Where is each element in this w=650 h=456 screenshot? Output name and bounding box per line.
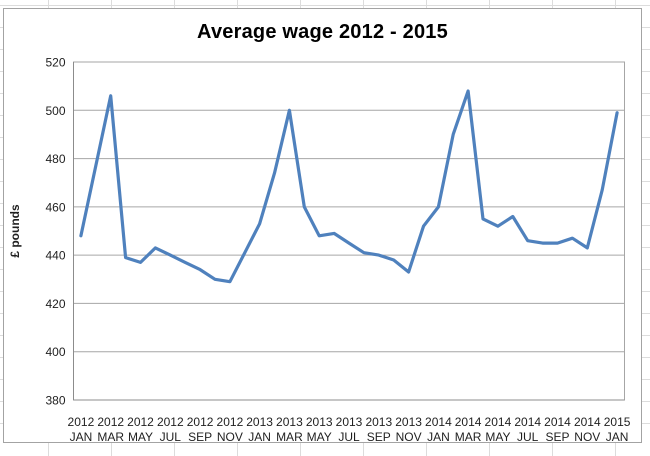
x-tick-label-year: 2014 — [485, 415, 512, 429]
x-tick-label-year: 2014 — [425, 415, 452, 429]
x-tick-label-month: SEP — [367, 430, 391, 444]
y-tick-label: 440 — [45, 249, 65, 263]
x-tick-label-month: NOV — [574, 430, 600, 444]
x-tick-label-year: 2012 — [187, 415, 214, 429]
x-tick-label-year: 2014 — [455, 415, 482, 429]
x-tick-label-month: MAR — [276, 430, 303, 444]
x-tick-label-year: 2015 — [604, 415, 631, 429]
x-tick-label-year: 2013 — [306, 415, 333, 429]
x-tick-label-year: 2012 — [217, 415, 244, 429]
x-tick-label-year: 2013 — [395, 415, 422, 429]
x-tick-label-year: 2014 — [514, 415, 541, 429]
x-tick-label-year: 2013 — [365, 415, 392, 429]
y-tick-label: 480 — [45, 152, 65, 166]
plot-border — [73, 61, 625, 401]
x-tick-label-month: NOV — [396, 430, 422, 444]
x-tick-label-year: 2012 — [157, 415, 184, 429]
x-tick-label-month: SEP — [188, 430, 212, 444]
y-tick-label: 500 — [45, 104, 65, 118]
x-tick-label-month: JAN — [606, 430, 629, 444]
x-tick-label-year: 2014 — [574, 415, 601, 429]
y-tick-label: 520 — [45, 56, 65, 70]
plot-area-svg: 3804004204404604805005202012JAN2012MAR20… — [45, 56, 631, 445]
x-tick-label-month: JUL — [338, 430, 360, 444]
x-tick-label-year: 2012 — [97, 415, 124, 429]
chart-title: Average wage 2012 - 2015 — [197, 21, 448, 43]
x-tick-label-month: JAN — [248, 430, 271, 444]
x-tick-label-month: JUL — [160, 430, 182, 444]
x-tick-label-month: MAR — [455, 430, 482, 444]
y-tick-label: 460 — [45, 200, 65, 214]
x-tick-label-year: 2012 — [68, 415, 95, 429]
x-tick-label-month: MAR — [97, 430, 124, 444]
x-tick-label-year: 2014 — [544, 415, 571, 429]
y-tick-label: 420 — [45, 297, 65, 311]
x-tick-label-month: MAY — [485, 430, 510, 444]
y-tick-label: 380 — [45, 394, 65, 408]
x-tick-label-month: MAY — [307, 430, 332, 444]
x-tick-label-month: JUL — [517, 430, 539, 444]
x-tick-label-month: MAY — [128, 430, 153, 444]
x-tick-label-year: 2013 — [246, 415, 273, 429]
wage-line-series — [79, 89, 619, 284]
x-tick-label-month: NOV — [217, 430, 243, 444]
y-tick-label: 400 — [45, 345, 65, 359]
x-tick-label-year: 2012 — [127, 415, 154, 429]
x-tick-label-month: JAN — [427, 430, 450, 444]
chart-frame[interactable]: Average wage 2012 - 2015 £ pounds 380 400… — [3, 8, 642, 445]
x-tick-label-month: JAN — [70, 430, 93, 444]
x-tick-label-year: 2013 — [276, 415, 303, 429]
x-tick-label-month: SEP — [545, 430, 569, 444]
x-tick-label-year: 2013 — [336, 415, 363, 429]
